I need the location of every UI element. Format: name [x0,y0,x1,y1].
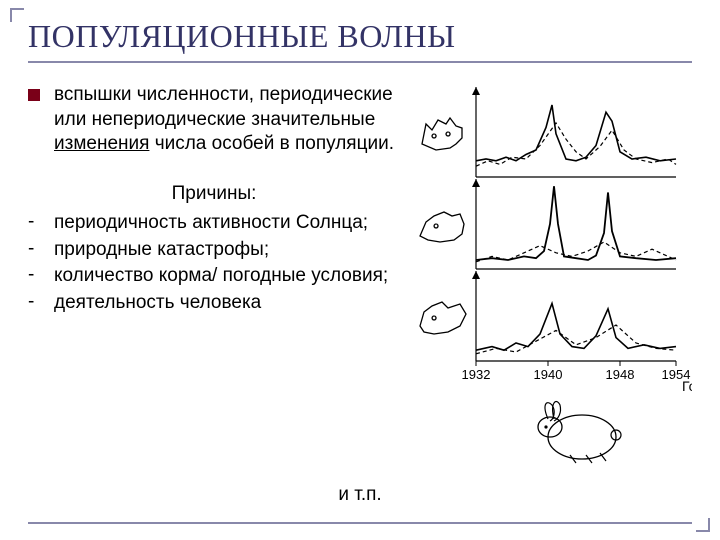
chart-column: 1932194019481954Годы [412,83,692,493]
definition-block: вспышки численности, периодические или н… [28,83,400,157]
bullet-icon [28,89,40,101]
cause-text: периодичность активности Солнца; [54,211,368,236]
svg-text:1948: 1948 [606,367,635,382]
list-item: -деятельность человека [28,291,400,316]
text-column: вспышки численности, периодические или н… [28,83,400,493]
dash-icon: - [28,291,54,313]
dash-icon: - [28,264,54,286]
list-item: -природные катастрофы; [28,238,400,263]
title-rule [28,61,692,63]
causes-heading: Причины: [28,183,400,205]
list-item: -количество корма/ погодные условия; [28,264,400,289]
svg-text:1932: 1932 [462,367,491,382]
population-chart: 1932194019481954Годы [412,83,692,493]
definition-text: вспышки численности, периодические или н… [54,83,400,157]
list-item: -периодичность активности Солнца; [28,211,400,236]
cause-text: деятельность человека [54,291,261,316]
cause-text: природные катастрофы; [54,238,269,263]
causes-list: -периодичность активности Солнца;-природ… [28,211,400,316]
svg-text:1940: 1940 [534,367,563,382]
content-area: вспышки численности, периодические или н… [28,83,692,493]
dash-icon: - [28,238,54,260]
svg-text:Годы: Годы [682,378,692,394]
dash-icon: - [28,211,54,233]
cause-text: количество корма/ погодные условия; [54,264,388,289]
bottom-rule [28,522,692,524]
page-title: ПОПУЛЯЦИОННЫЕ ВОЛНЫ [28,18,692,55]
footer-text: и т.п. [0,484,720,506]
